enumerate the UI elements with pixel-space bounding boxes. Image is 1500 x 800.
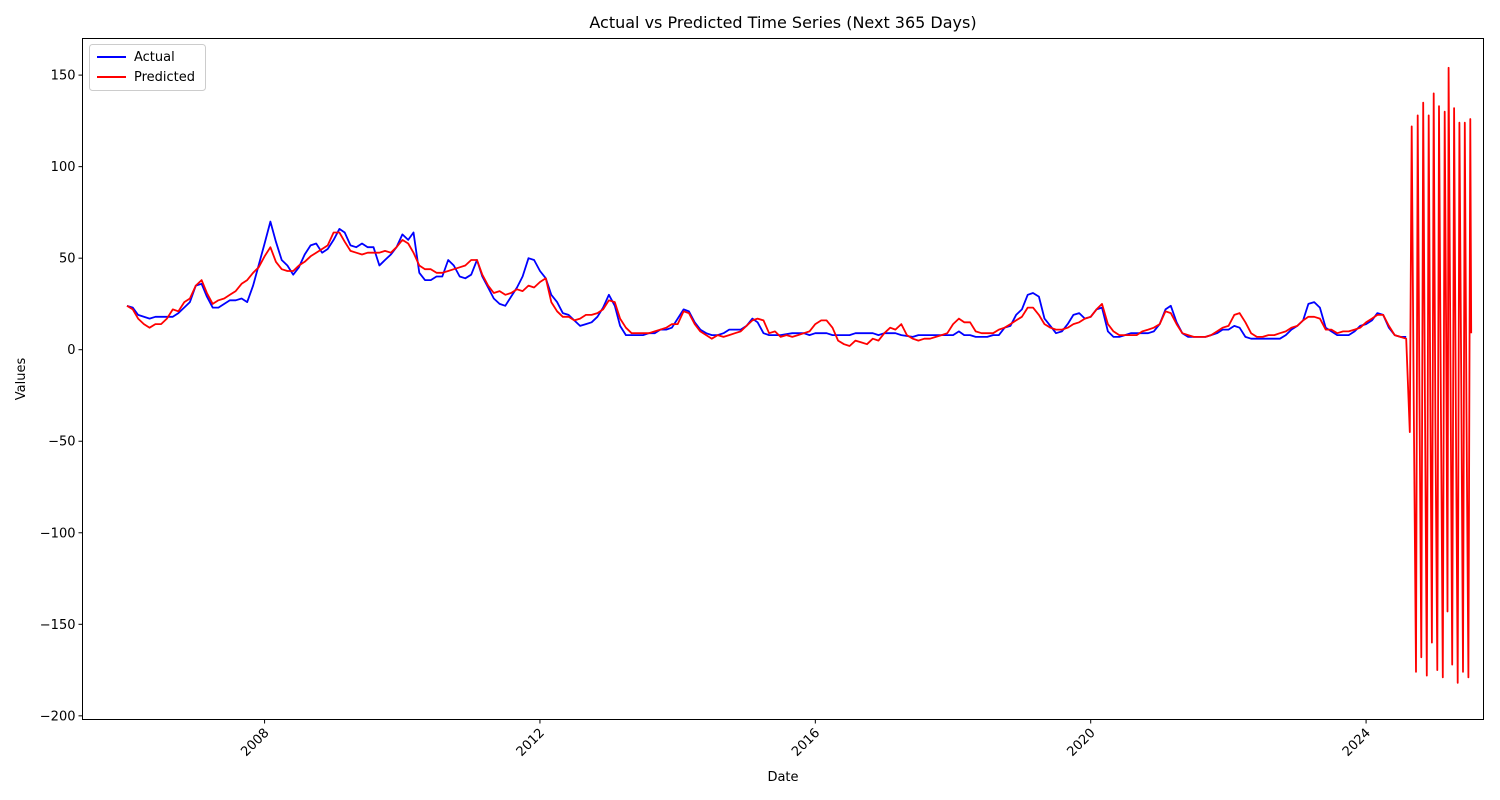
chart-title: Actual vs Predicted Time Series (Next 36… (589, 13, 976, 32)
y-tick-label: −150 (40, 618, 76, 633)
y-tick-label: 150 (51, 69, 76, 84)
y-tick-label: 50 (59, 252, 76, 267)
series-line-predicted (126, 66, 1473, 684)
y-tick-label: −50 (48, 435, 75, 450)
y-tick-label: −200 (40, 709, 76, 724)
x-axis-label: Date (767, 770, 798, 785)
y-tick-label: −100 (40, 526, 76, 541)
y-tick-label: 100 (51, 160, 76, 175)
plot-frame (82, 38, 1484, 720)
legend-label-actual: Actual (134, 50, 175, 65)
legend: Actual Predicted (89, 44, 206, 91)
y-axis-label: Values (14, 358, 29, 401)
y-tick-label: 0 (67, 343, 75, 358)
legend-label-predicted: Predicted (134, 70, 195, 85)
